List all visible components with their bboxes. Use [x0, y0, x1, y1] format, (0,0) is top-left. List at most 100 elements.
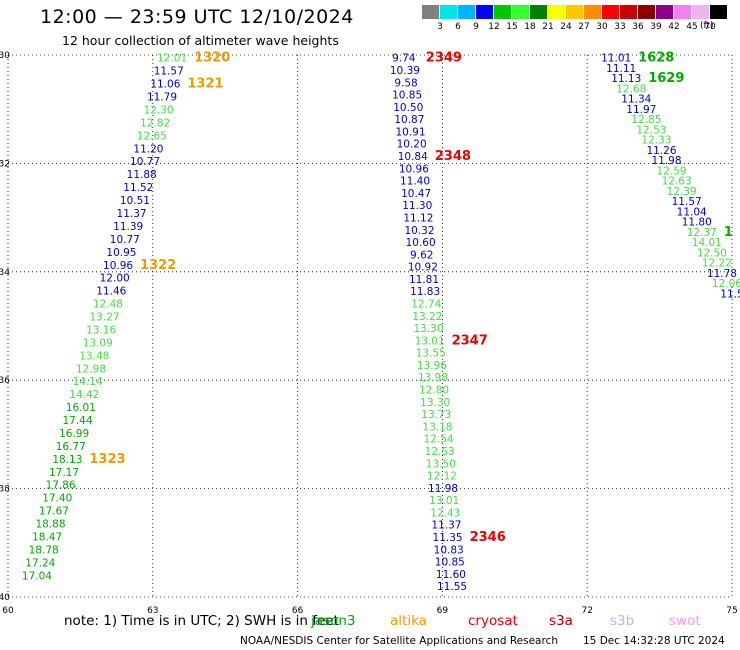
colorbar-swatch: [692, 5, 709, 19]
colorbar-tick-label: 6: [455, 22, 461, 32]
wave-height-value: 11.37: [117, 208, 147, 220]
wave-height-value: 17.67: [39, 506, 69, 518]
footer-note: note: 1) Time is in UTC; 2) SWH is in fe…: [64, 613, 339, 629]
wave-height-value: 12.06: [712, 278, 740, 290]
wave-height-value: 12.12: [427, 471, 457, 483]
wave-height-value: 11.81: [409, 274, 439, 286]
wave-height-value: 12.53: [425, 446, 455, 458]
wave-height-value: 13.01: [429, 495, 459, 507]
wave-height-value: 10.96: [399, 163, 429, 175]
colorbar-tick-label: 18: [524, 22, 536, 32]
wave-height-value: 11.98: [428, 483, 458, 495]
wave-height-value: 12.80: [419, 385, 449, 397]
wave-height-value: 11.11: [606, 63, 636, 75]
wave-height-value: 18.13: [52, 454, 82, 466]
colorbar-swatch: [494, 5, 511, 19]
wave-height-value: 17.24: [25, 557, 55, 569]
wave-height-value: 9.62: [410, 249, 433, 261]
chart-title: 12:00 — 23:59 UTC 12/10/2024: [40, 6, 354, 28]
wave-height-value: 12.39: [667, 186, 697, 198]
wave-height-value: 10.47: [401, 188, 431, 200]
wave-height-value: 11.79: [147, 92, 177, 104]
wave-height-value: 12.98: [76, 363, 106, 375]
wave-height-value: 12.50: [697, 247, 727, 259]
wave-height-value: 13.98: [418, 372, 448, 384]
x-tick-label: 60: [2, 606, 14, 616]
wave-height-value: 12.43: [430, 507, 460, 519]
pass-time-label: 1628: [638, 51, 674, 66]
x-tick-label: 75: [726, 606, 737, 616]
wave-height-value: 10.77: [110, 234, 140, 246]
colorbar-tick-label: 39: [650, 22, 662, 32]
wave-height-value: 10.95: [106, 247, 136, 259]
satellite-label-s3b: s3b: [610, 613, 635, 629]
wave-height-value: 11.97: [626, 104, 656, 116]
wave-height-value: 11.80: [682, 217, 712, 229]
wave-height-value: 12.00: [100, 273, 130, 285]
wave-height-value: 10.91: [395, 126, 425, 138]
satellite-label-s3a: s3a: [549, 613, 573, 629]
colorbar-swatch: [584, 5, 601, 19]
wave-height-value: 10.32: [404, 225, 434, 237]
wave-height-value: 18.47: [32, 531, 62, 543]
wave-height-value: 16.99: [59, 428, 89, 440]
wave-height-value: 13.50: [426, 458, 456, 470]
satellite-label-swot: swot: [669, 613, 701, 629]
wave-height-value: 11.88: [127, 169, 157, 181]
wave-height-value: 12.37: [687, 227, 717, 239]
wave-height-value: 17.04: [22, 570, 52, 582]
colorbar-tick-label: 12: [488, 22, 500, 32]
wave-height-value: 10.85: [435, 557, 465, 569]
wave-height-value: 13.01: [415, 335, 445, 347]
wave-height-value: 14.42: [69, 389, 99, 401]
wave-height-value: 13.30: [413, 323, 443, 335]
wave-height-value: 11.35: [433, 532, 463, 544]
wave-height-value: 10.60: [406, 237, 436, 249]
pass-time-label: 2348: [435, 149, 471, 164]
wave-height-value: 9.74: [392, 53, 416, 65]
wave-height-value: 16.01: [66, 402, 96, 414]
wave-height-value: 11.57: [672, 196, 702, 208]
wave-height-value: 10.83: [434, 544, 464, 556]
colorbar-swatch: [638, 5, 655, 19]
wave-height-value: 12.82: [140, 117, 170, 129]
colorbar-swatch: [440, 5, 457, 19]
wave-height-value: 11.78: [707, 268, 737, 280]
wave-height-value: 13.16: [86, 324, 116, 336]
colorbar-swatch: [620, 5, 637, 19]
colorbar-tick-label: 3: [437, 22, 443, 32]
wave-height-value: 11.12: [403, 212, 433, 224]
wave-height-value: 11.52: [123, 182, 153, 194]
wave-height-value: 12.22: [702, 258, 732, 270]
wave-height-value: 11.60: [436, 569, 466, 581]
pass-time-label: 1321: [187, 77, 223, 92]
wave-height-value: 10.39: [390, 65, 420, 77]
wave-height-value: 10.77: [130, 156, 160, 168]
y-tick-label: -34: [0, 268, 10, 278]
pass-time-label: 1: [724, 225, 733, 240]
colorbar-swatch: [602, 5, 619, 19]
pass-time-label: 1320: [194, 51, 230, 66]
colorbar-tick-label: 9: [473, 22, 479, 32]
wave-height-value: 9.58: [394, 77, 417, 89]
wave-height-value: 11.20: [133, 143, 163, 155]
y-tick-label: -30: [0, 51, 10, 61]
y-tick-label: -36: [0, 376, 10, 386]
wave-height-value: 10.20: [397, 139, 427, 151]
colorbar-swatch: [548, 5, 565, 19]
colorbar-tick-label: 30: [596, 22, 608, 32]
wave-height-value: 13.22: [412, 311, 442, 323]
wave-height-value: 12.48: [93, 299, 123, 311]
wave-height-value: 13.96: [417, 360, 447, 372]
colorbar-swatch: [422, 5, 439, 19]
pass-time-label: 1323: [89, 452, 125, 467]
wave-height-value: 11.40: [400, 176, 430, 188]
wave-height-value: 11.30: [402, 200, 432, 212]
satellite-label-jason3: jason3: [311, 613, 356, 629]
y-tick-label: -32: [0, 159, 10, 169]
wave-height-value: 13.55: [416, 348, 446, 360]
credit-line: NOAA/NESDIS Center for Satellite Applica…: [240, 635, 558, 647]
colorbar-swatch: [512, 5, 529, 19]
wave-height-value: 12.54: [424, 434, 454, 446]
